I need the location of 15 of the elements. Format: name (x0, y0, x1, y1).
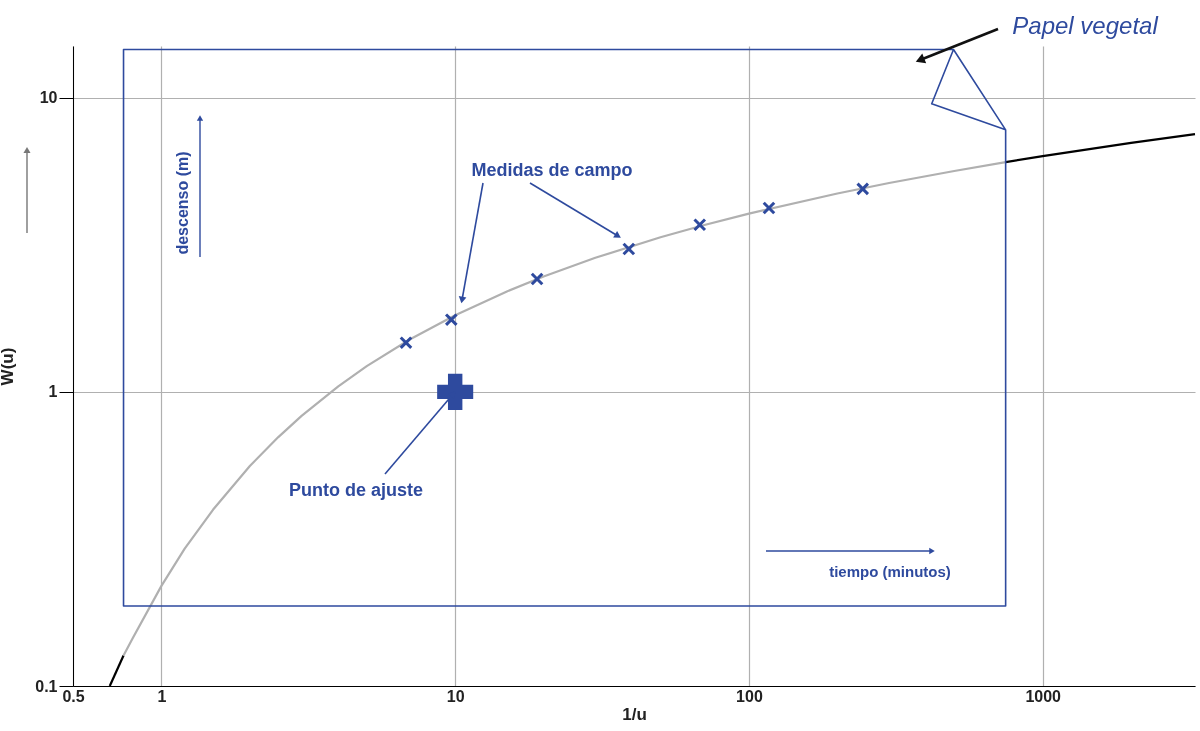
y-axis-title: W(u) (0, 347, 18, 386)
annotation: Medidas de campo (471, 160, 633, 180)
text: Papel vegetal (1012, 12, 1159, 39)
x-tick-label: 0.5 (62, 687, 85, 705)
annotation: Punto de ajuste (288, 480, 424, 500)
x-tick-label: 1000 (1025, 687, 1062, 705)
x-axis-title: 1/u (622, 704, 647, 724)
x-tick-label: 100 (736, 687, 763, 705)
y-tick-label: 1 (48, 383, 58, 401)
annotation: descenso (m) (174, 151, 191, 255)
y-tick-label: 0.1 (35, 677, 58, 695)
y-tick-label: 10 (39, 89, 58, 107)
annotation: tiempo (minutos) (829, 563, 951, 580)
x-tick-label: 1 (157, 687, 167, 705)
x-tick-label: 10 (446, 687, 465, 705)
